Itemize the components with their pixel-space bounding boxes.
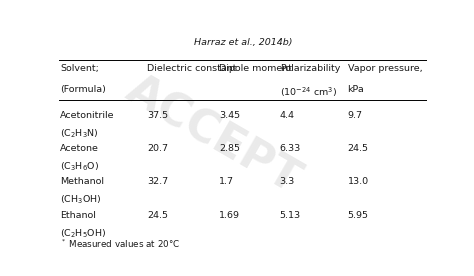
Text: 1.69: 1.69 bbox=[219, 211, 240, 220]
Text: 2.85: 2.85 bbox=[219, 144, 240, 153]
Text: 20.7: 20.7 bbox=[147, 144, 168, 153]
Text: 32.7: 32.7 bbox=[147, 177, 169, 185]
Text: Solvent;: Solvent; bbox=[60, 64, 99, 73]
Text: Polarizability: Polarizability bbox=[280, 64, 340, 73]
Text: 4.4: 4.4 bbox=[280, 111, 295, 120]
Text: Ethanol: Ethanol bbox=[60, 211, 96, 220]
Text: 5.95: 5.95 bbox=[347, 211, 369, 220]
Text: $^*$ Measured values at 20°C: $^*$ Measured values at 20°C bbox=[60, 238, 180, 250]
Text: $(10^{-24}$ cm$^3)$: $(10^{-24}$ cm$^3)$ bbox=[280, 85, 337, 99]
Text: (C$_2$H$_5$OH): (C$_2$H$_5$OH) bbox=[60, 228, 106, 240]
Text: Acetonitrile: Acetonitrile bbox=[60, 111, 115, 120]
Text: Methanol: Methanol bbox=[60, 177, 104, 185]
Text: kPa: kPa bbox=[347, 85, 365, 94]
Text: 6.33: 6.33 bbox=[280, 144, 301, 153]
Text: ACCEPT: ACCEPT bbox=[119, 68, 308, 202]
Text: 5.13: 5.13 bbox=[280, 211, 301, 220]
Text: Dielectric constant: Dielectric constant bbox=[147, 64, 237, 73]
Text: 3.3: 3.3 bbox=[280, 177, 295, 185]
Text: 1.7: 1.7 bbox=[219, 177, 234, 185]
Text: Vapor pressure,: Vapor pressure, bbox=[347, 64, 422, 73]
Text: 3.45: 3.45 bbox=[219, 111, 240, 120]
Text: (C$_2$H$_3$N): (C$_2$H$_3$N) bbox=[60, 128, 99, 140]
Text: Acetone: Acetone bbox=[60, 144, 99, 153]
Text: 24.5: 24.5 bbox=[347, 144, 369, 153]
Text: 9.7: 9.7 bbox=[347, 111, 363, 120]
Text: (C$_3$H$_6$O): (C$_3$H$_6$O) bbox=[60, 161, 99, 173]
Text: 13.0: 13.0 bbox=[347, 177, 369, 185]
Text: Dipole moment: Dipole moment bbox=[219, 64, 292, 73]
Text: (Formula): (Formula) bbox=[60, 85, 106, 94]
Text: Harraz et al., 2014b): Harraz et al., 2014b) bbox=[194, 38, 292, 47]
Text: (CH$_3$OH): (CH$_3$OH) bbox=[60, 193, 101, 206]
Text: 37.5: 37.5 bbox=[147, 111, 169, 120]
Text: 24.5: 24.5 bbox=[147, 211, 168, 220]
